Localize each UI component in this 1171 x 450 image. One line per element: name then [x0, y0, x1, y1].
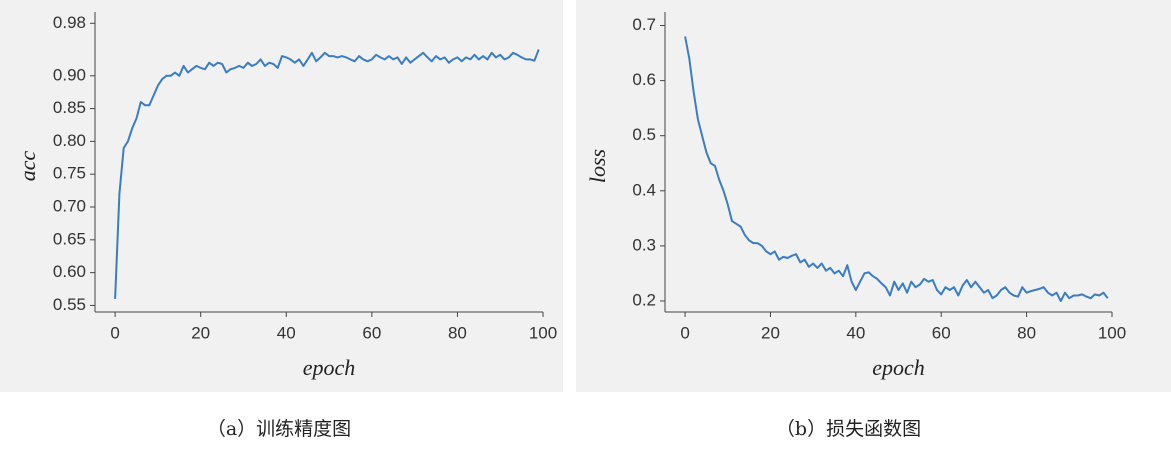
y-tick-label: 0.2 — [632, 290, 656, 309]
x-tick-label: 0 — [110, 323, 119, 342]
caption: （a）训练精度图 — [207, 418, 351, 440]
panel-background — [576, 0, 1171, 392]
y-tick-label: 0.70 — [53, 196, 86, 215]
x-tick-label: 100 — [529, 323, 557, 342]
x-axis-label: epoch — [872, 355, 925, 380]
y-tick-label: 0.6 — [632, 70, 656, 89]
y-tick-label: 0.90 — [53, 65, 86, 84]
x-tick-label: 60 — [362, 323, 381, 342]
y-tick-label: 0.85 — [53, 98, 86, 117]
y-tick-label: 0.55 — [53, 295, 86, 314]
y-axis-label: loss — [585, 149, 610, 183]
y-tick-label: 0.60 — [53, 262, 86, 281]
panel-background — [0, 0, 563, 392]
x-tick-label: 100 — [1098, 323, 1126, 342]
x-tick-label: 60 — [932, 323, 951, 342]
x-tick-label: 40 — [277, 323, 296, 342]
y-tick-label: 0.3 — [632, 235, 656, 254]
y-tick-label: 0.98 — [53, 13, 86, 32]
x-tick-label: 40 — [846, 323, 865, 342]
x-tick-label: 80 — [1017, 323, 1036, 342]
caption: （b）损失函数图 — [776, 418, 921, 440]
y-tick-label: 0.5 — [632, 125, 656, 144]
y-tick-label: 0.7 — [632, 15, 656, 34]
data-line — [684, 36, 1109, 302]
y-tick-label: 0.80 — [53, 131, 86, 150]
x-tick-label: 0 — [680, 323, 689, 342]
x-tick-label: 20 — [191, 323, 210, 342]
x-tick-label: 80 — [448, 323, 467, 342]
y-tick-label: 0.75 — [53, 164, 86, 183]
y-axis-label: acc — [15, 151, 40, 182]
x-tick-label: 20 — [761, 323, 780, 342]
data-line — [114, 49, 540, 299]
y-tick-label: 0.4 — [632, 180, 656, 199]
x-axis-label: epoch — [303, 355, 356, 380]
y-tick-label: 0.65 — [53, 229, 86, 248]
